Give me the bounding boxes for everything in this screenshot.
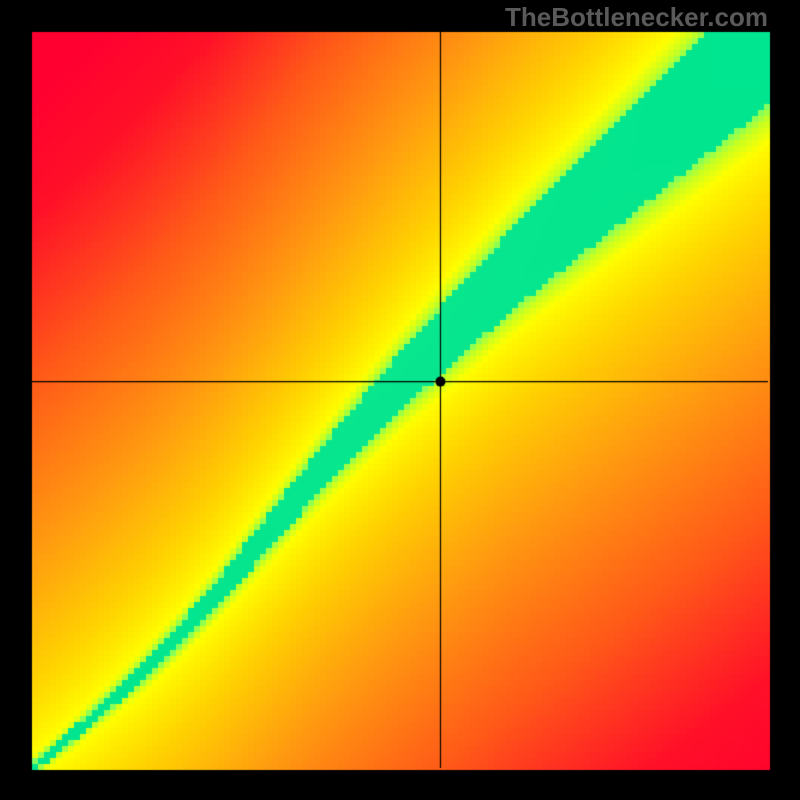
watermark-text: TheBottlenecker.com [505, 2, 768, 33]
chart-container: TheBottlenecker.com [0, 0, 800, 800]
heatmap-canvas [0, 0, 800, 800]
